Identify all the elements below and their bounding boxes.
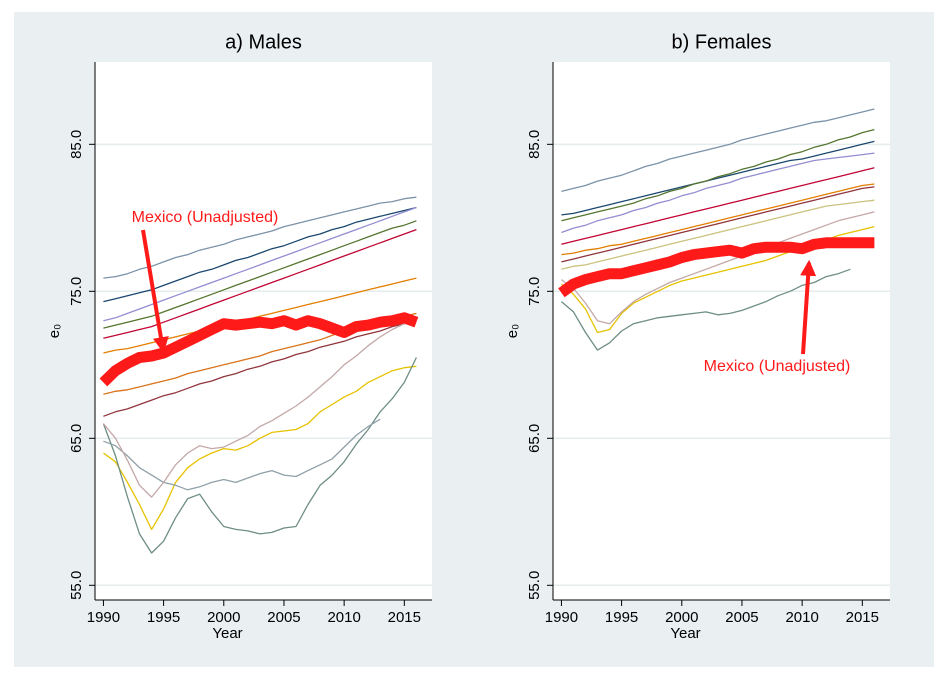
series-line <box>102 320 417 498</box>
y-tick-label: 55.0 <box>68 571 85 600</box>
series-line <box>561 140 875 216</box>
series-line <box>561 183 875 256</box>
series-line <box>103 320 417 417</box>
highlight-line <box>99 312 419 387</box>
x-tick-label: 2010 <box>327 609 360 626</box>
y-tick-label: 75.0 <box>526 277 543 306</box>
highlight-line <box>558 237 875 298</box>
x-tick-label: 2015 <box>846 609 879 626</box>
series-line <box>561 108 875 193</box>
y-tick-label: 55.0 <box>526 571 543 600</box>
series-line <box>561 186 875 263</box>
y-axis-label: e₀ <box>504 324 521 339</box>
x-tick-label: 1995 <box>605 609 638 626</box>
x-tick-label: 2005 <box>725 609 758 626</box>
x-tick-label: 2000 <box>207 609 240 626</box>
x-tick-label: 2010 <box>785 609 818 626</box>
y-tick-label: 65.0 <box>68 424 85 453</box>
series-line <box>561 128 875 222</box>
annotation-arrow <box>800 259 817 355</box>
x-tick-label: 1990 <box>545 609 578 626</box>
series-line <box>561 211 875 325</box>
series-line <box>103 196 417 279</box>
series-line <box>103 228 417 339</box>
annotation: Mexico (Unadjusted) <box>704 358 851 375</box>
x-axis-label: Year <box>212 625 242 642</box>
series-line <box>561 167 875 245</box>
y-tick-label: 85.0 <box>526 130 543 159</box>
chart-title: a) Males <box>225 31 302 53</box>
y-tick-label: 75.0 <box>68 277 85 306</box>
y-tick-label: 65.0 <box>526 424 543 453</box>
x-tick-label: 1995 <box>147 609 180 626</box>
y-axis-label: e₀ <box>46 324 63 339</box>
series-line <box>103 206 417 303</box>
annotation-arrow <box>141 229 169 354</box>
annotation: Mexico (Unadjusted) <box>132 209 279 226</box>
x-axis-label: Year <box>670 625 700 642</box>
plot-area <box>95 62 432 600</box>
series-line <box>561 152 875 234</box>
x-tick-label: 2000 <box>665 609 698 626</box>
y-tick-label: 85.0 <box>68 130 85 159</box>
chart-title: b) Females <box>671 31 771 53</box>
x-tick-label: 2015 <box>388 609 421 626</box>
x-tick-label: 1990 <box>87 609 120 626</box>
series-line <box>103 418 381 491</box>
series-line <box>561 199 875 270</box>
series-line <box>103 365 417 531</box>
x-tick-label: 2005 <box>267 609 300 626</box>
series-line <box>560 268 851 351</box>
series-line <box>102 357 417 554</box>
